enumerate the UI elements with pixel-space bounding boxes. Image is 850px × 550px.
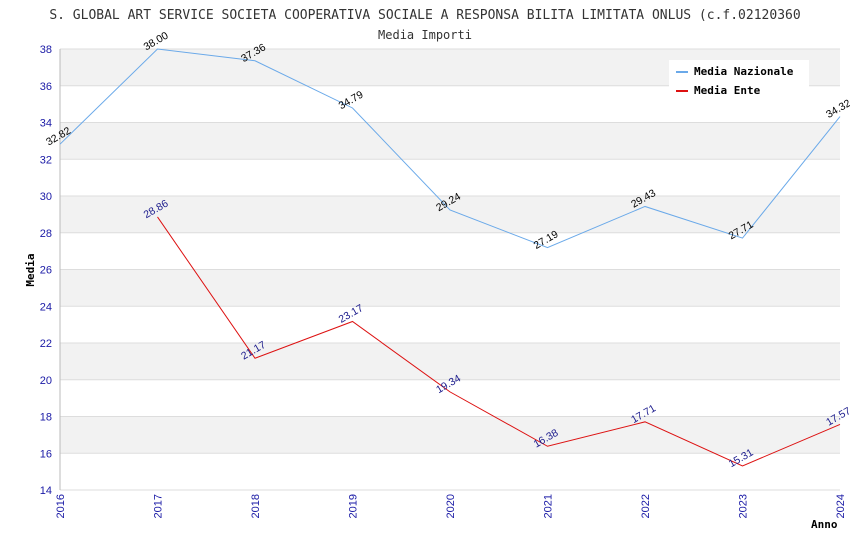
x-tick-label: 2024 bbox=[835, 494, 847, 518]
y-tick-label: 18 bbox=[40, 412, 52, 424]
y-tick-label: 38 bbox=[40, 44, 52, 56]
grid-band bbox=[60, 379, 840, 417]
x-tick-label: 2016 bbox=[55, 494, 67, 518]
y-tick-label: 32 bbox=[40, 154, 52, 166]
grid-band bbox=[60, 453, 840, 490]
y-tick-label: 34 bbox=[40, 118, 52, 130]
x-tick-labels: 2016 2017 2018 2019 2020 2021 2022 2023 2024 bbox=[55, 494, 847, 518]
grid-band bbox=[60, 159, 840, 196]
x-axis-label: Anno bbox=[811, 518, 838, 531]
series-line-0 bbox=[59, 48, 841, 249]
y-tick-label: 30 bbox=[40, 191, 52, 203]
y-tick-label: 26 bbox=[40, 265, 52, 277]
y-tick-label: 24 bbox=[40, 301, 52, 313]
legend-label-nazionale: Media Nazionale bbox=[694, 65, 794, 78]
grid-band bbox=[60, 196, 840, 233]
chart-title: S. GLOBAL ART SERVICE SOCIETA COOPERATIV… bbox=[49, 8, 800, 23]
y-tick-label: 36 bbox=[40, 81, 52, 93]
grid-band bbox=[60, 269, 840, 307]
legend: Media Nazionale Media Ente bbox=[669, 60, 809, 102]
x-tick-label: 2021 bbox=[543, 494, 555, 518]
grid-band bbox=[60, 122, 840, 160]
x-tick-label: 2022 bbox=[640, 494, 652, 518]
y-tick-labels: 14 16 18 20 22 24 26 28 30 32 34 36 38 bbox=[40, 44, 52, 497]
y-tick-label: 16 bbox=[40, 448, 52, 460]
grid-bands bbox=[60, 49, 840, 490]
y-tick-label: 14 bbox=[40, 485, 52, 497]
y-tick-label: 28 bbox=[40, 228, 52, 240]
x-tick-label: 2017 bbox=[153, 494, 165, 518]
chart-subtitle: Media Importi bbox=[378, 28, 472, 42]
grid-band bbox=[60, 343, 840, 380]
y-axis-label: Media bbox=[24, 253, 37, 286]
series-lines bbox=[59, 48, 841, 467]
x-tick-label: 2023 bbox=[738, 494, 750, 518]
series-line-1 bbox=[157, 216, 841, 467]
legend-label-ente: Media Ente bbox=[694, 84, 761, 97]
y-tick-label: 20 bbox=[40, 375, 52, 387]
legend-box bbox=[669, 60, 809, 102]
x-tick-label: 2019 bbox=[348, 494, 360, 518]
grid-band bbox=[60, 306, 840, 343]
x-tick-label: 2020 bbox=[445, 494, 457, 518]
grid-lines bbox=[60, 48, 840, 491]
grid-band bbox=[60, 416, 840, 454]
x-tick-label: 2018 bbox=[250, 494, 262, 518]
grid-band bbox=[60, 232, 840, 270]
y-tick-label: 22 bbox=[40, 338, 52, 350]
